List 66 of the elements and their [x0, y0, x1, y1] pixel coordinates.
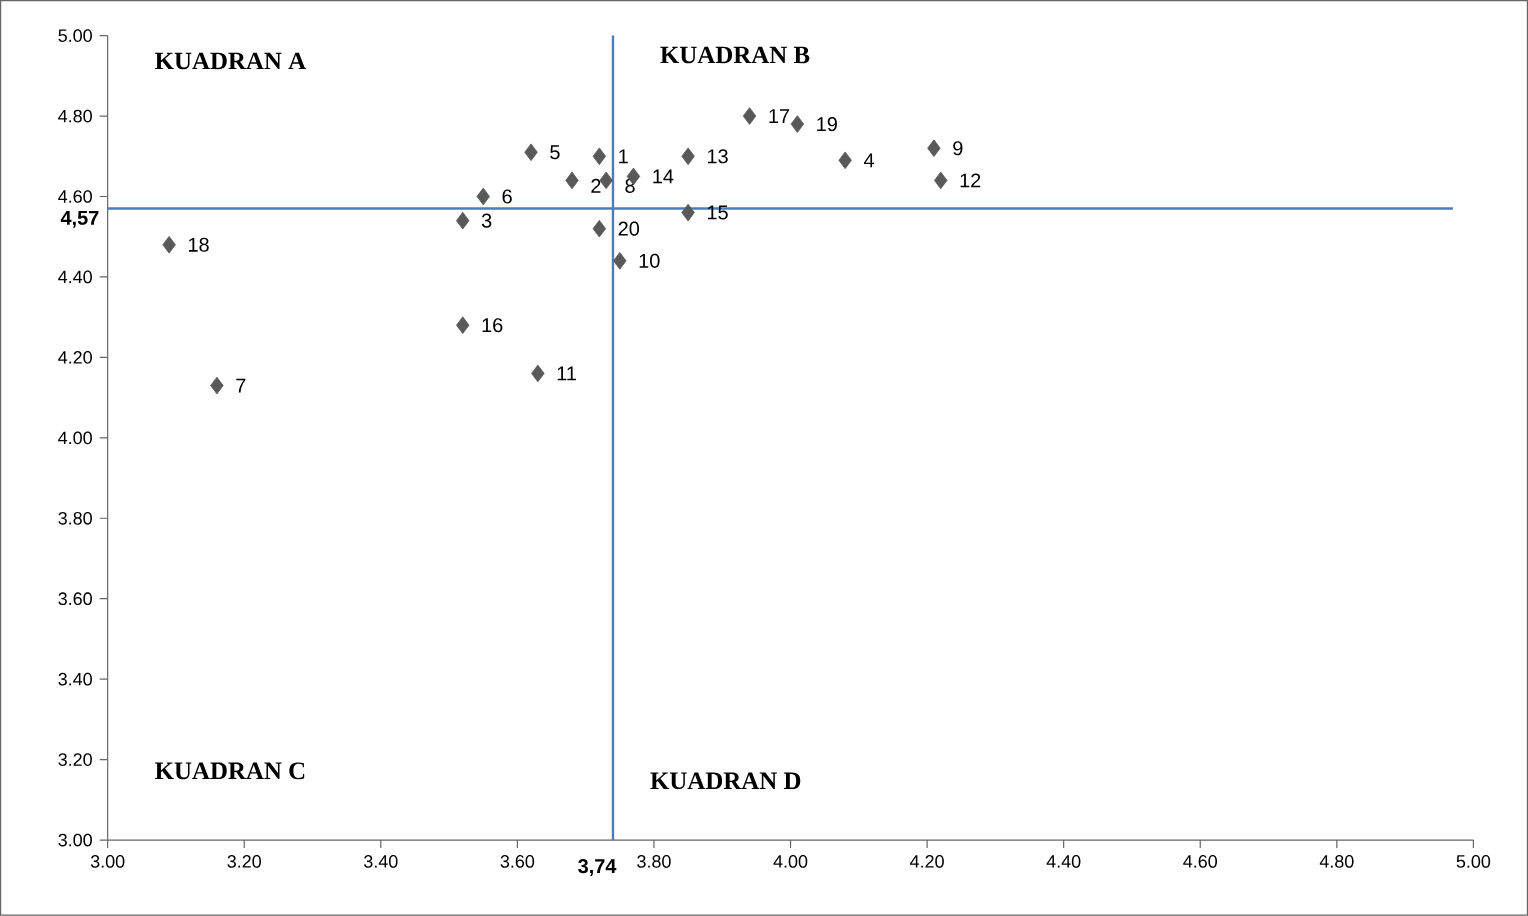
annotation: 5	[550, 145, 560, 160]
annotation: 13	[707, 149, 728, 164]
x-tick-label: 4.80	[1319, 855, 1354, 868]
point	[681, 203, 695, 222]
annotation: 10	[639, 253, 660, 269]
annotation: 15	[707, 205, 728, 220]
x-tick-label: 5.00	[1456, 855, 1491, 868]
annotation: 18	[188, 237, 209, 252]
ref-line-label: 3,74	[578, 859, 617, 877]
annotation: 1	[619, 149, 628, 164]
point	[456, 212, 470, 230]
annotation: KUADRAN C	[155, 762, 305, 780]
ref-line-label: 4,57	[60, 211, 99, 228]
annotation: 6	[502, 189, 512, 204]
annotation: 3	[481, 213, 492, 228]
annotation: KUADRAN D	[650, 772, 801, 790]
annotation: 2	[591, 178, 601, 193]
annotation: 16	[482, 318, 503, 333]
y-tick-label: 4.60	[58, 190, 92, 204]
x-tick-label: 3.00	[90, 855, 125, 868]
y-tick-label: 4.80	[58, 109, 92, 123]
point	[599, 171, 613, 190]
y-tick-label: 3.80	[58, 512, 92, 525]
point	[565, 171, 579, 190]
point	[927, 139, 941, 158]
y-tick-label: 3.00	[58, 833, 92, 847]
y-tick-label: 3.20	[58, 753, 92, 767]
x-tick-label: 3.20	[227, 855, 261, 868]
annotation: 7	[236, 378, 246, 393]
point	[476, 187, 490, 206]
point	[790, 115, 805, 134]
point	[838, 151, 852, 170]
annotation: 11	[557, 366, 576, 381]
point	[531, 364, 545, 383]
point	[524, 143, 538, 162]
point	[592, 147, 606, 166]
annotation: 19	[817, 117, 837, 132]
x-tick-label: 4.40	[1046, 855, 1081, 868]
annotation: 4	[863, 153, 874, 168]
annotation: 17	[769, 109, 790, 124]
point	[681, 147, 695, 166]
point	[162, 236, 176, 254]
point	[934, 171, 948, 190]
y-tick-label: 4.40	[58, 270, 92, 284]
annotation: 12	[960, 173, 981, 188]
point	[456, 316, 470, 335]
y-tick-label: 4.00	[58, 431, 92, 445]
point	[742, 107, 757, 125]
point	[210, 376, 224, 395]
x-tick-label: 3.40	[364, 855, 398, 868]
x-tick-label: 4.20	[910, 855, 944, 868]
y-tick-label: 5.00	[58, 29, 92, 43]
y-tick-label: 3.60	[58, 592, 92, 606]
annotation: 14	[653, 169, 674, 184]
annotation: 20	[618, 221, 640, 236]
y-tick-label: 3.40	[58, 672, 92, 686]
x-tick-label: 4.60	[1183, 855, 1217, 868]
y-tick-label: 4.20	[58, 351, 92, 364]
point	[592, 220, 606, 238]
point	[613, 252, 627, 270]
x-tick-label: 3.80	[637, 855, 671, 868]
annotation: KUADRAN A	[155, 52, 306, 70]
annotation: 9	[953, 141, 963, 156]
annotation: KUADRAN B	[660, 46, 810, 64]
x-tick-label: 3.60	[500, 855, 535, 868]
x-tick-label: 4.00	[773, 855, 808, 868]
